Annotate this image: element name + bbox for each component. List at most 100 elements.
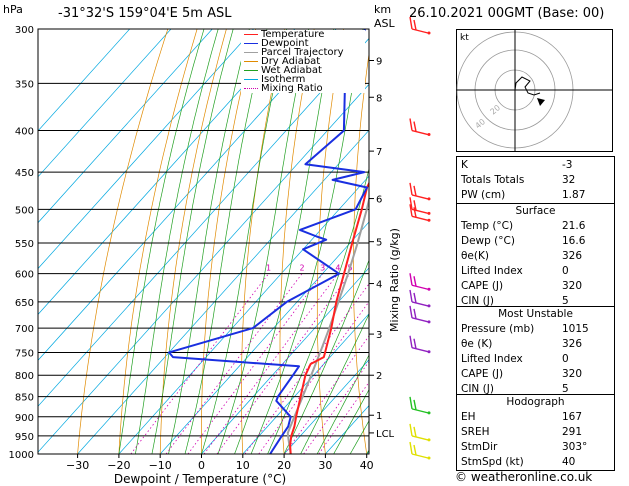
wet-adiabat-line (118, 29, 205, 454)
wind-barb-flag (409, 289, 413, 303)
wind-barb (409, 273, 431, 291)
legend-swatch (244, 79, 258, 80)
mixing-ratio-line (165, 273, 303, 454)
row-label: CIN (J) (461, 383, 494, 395)
isotherm-line (159, 221, 369, 454)
wind-barb-staff (411, 453, 429, 459)
km-tick-label: 8 (376, 93, 382, 104)
row-label: StmSpd (kt) (461, 456, 524, 468)
x-tick-label: 20 (277, 459, 291, 472)
legend-swatch (244, 70, 258, 71)
x-axis-title: Dewpoint / Temperature (°C) (114, 472, 286, 486)
most-unstable-title: Most Unstable (498, 308, 573, 320)
row-value: 5 (562, 295, 569, 307)
row-label: CAPE (J) (461, 280, 504, 292)
x-tick-label: 0 (198, 459, 205, 472)
pressure-tick-label: 1000 (9, 450, 34, 461)
table-row: CIN (J) 5 (457, 382, 614, 397)
legend-swatch (244, 34, 258, 35)
table-row: θe(K) 326 (457, 249, 614, 264)
row-value: 5 (562, 383, 569, 395)
legend-label: Isotherm (261, 74, 306, 85)
location-title: -31°32'S 159°04'E 5m ASL (58, 6, 232, 21)
table-row: PW (cm) 1.87 (457, 188, 614, 203)
isotherm-line (38, 29, 172, 178)
x-tick-label: 10 (236, 459, 250, 472)
row-value: 1015 (562, 323, 589, 335)
row-label: Dewp (°C) (461, 235, 515, 247)
pressure-tick-label: 650 (15, 298, 34, 309)
legend-swatch (244, 61, 258, 62)
wind-barb-staff (411, 215, 429, 221)
table-row: CAPE (J) 320 (457, 367, 614, 382)
wind-barb-staff (411, 347, 429, 353)
row-label: θe (K) (461, 338, 493, 350)
wind-barb-flag (413, 399, 417, 411)
wind-barb-staff (411, 408, 429, 414)
row-label: K (461, 159, 468, 171)
wet-adiabat-line (316, 354, 369, 454)
most-unstable-table: Most Unstable Pressure (mb) 1015 θe (K) 326… (456, 306, 615, 398)
pressure-tick-label: 450 (15, 168, 34, 179)
table-row: CIN (J) 5 (457, 294, 614, 309)
wind-barb-dot (427, 411, 431, 415)
row-value: 1.87 (562, 189, 586, 201)
km-unit: km (374, 3, 392, 16)
wind-barb-flag (409, 182, 413, 196)
credit: © weatheronline.co.uk (455, 470, 593, 484)
x-tick-label: 40 (360, 459, 374, 472)
row-label: CIN (J) (461, 295, 494, 307)
pressure-tick-label: 800 (15, 371, 34, 382)
row-value: 320 (562, 280, 583, 292)
mixing-ratio-label: 15 (409, 264, 419, 273)
temperature-line (289, 181, 369, 454)
legend-swatch (244, 52, 258, 53)
table-row: Temp (°C) 21.6 (457, 219, 614, 234)
wind-barb-flag (409, 335, 413, 348)
wind-barb-staff (411, 435, 429, 441)
table-row: EH 167 (457, 410, 614, 425)
wind-barb-flag (413, 200, 417, 211)
wind-barb-staff (411, 317, 429, 323)
wind-barb-flag (409, 396, 413, 409)
wind-barb-dot (427, 320, 431, 324)
row-label: SREH (461, 426, 490, 438)
wind-barb (409, 441, 431, 460)
wind-barb (409, 16, 431, 35)
legend-item: Dry Adiabat (241, 57, 365, 67)
dry-adiabat-line (77, 29, 169, 454)
wind-barb-flag (413, 426, 417, 438)
hpa-unit: hPa (3, 3, 23, 16)
wind-barb-flag (413, 276, 417, 287)
wind-barb-dot (427, 31, 431, 35)
dry-adiabat-line (422, 29, 449, 454)
isotherm-line (242, 313, 369, 454)
isotherm-line (38, 29, 296, 315)
legend-label: Parcel Trajectory (261, 47, 344, 58)
wind-barb-dot (427, 211, 431, 215)
wind-barb (409, 118, 431, 137)
row-value: 320 (562, 368, 583, 380)
row-label: Temp (°C) (461, 220, 514, 232)
wind-barb-flag (409, 273, 413, 286)
km-tick-label: 2 (376, 371, 382, 382)
hodograph-table: Hodograph EH 167 SREH 291 StmDir 303° StmSpd (… (456, 394, 615, 471)
mixing-ratio-label: 3 (320, 264, 325, 273)
table-row: θe (K) 326 (457, 337, 614, 352)
wind-barb (409, 305, 431, 324)
km-tick-label: LCL (376, 429, 395, 440)
row-value: 16.6 (562, 235, 586, 247)
wind-barb-flag (409, 423, 413, 437)
row-value: 167 (562, 411, 583, 423)
wet-adiabat-line (151, 29, 234, 454)
table-row: Lifted Index 0 (457, 264, 614, 279)
row-label: Lifted Index (461, 265, 523, 277)
km-tick-label: 9 (376, 56, 382, 67)
wind-barb-dot (427, 218, 431, 222)
dewpoint-line (168, 29, 368, 454)
table-row: K -3 (457, 158, 614, 173)
wind-barb-staff (411, 284, 429, 290)
row-value: -3 (562, 159, 573, 171)
indices-table: K -3 Totals Totals 32 PW (cm) 1.87 (456, 156, 615, 205)
km-tick-label: 7 (376, 147, 382, 158)
